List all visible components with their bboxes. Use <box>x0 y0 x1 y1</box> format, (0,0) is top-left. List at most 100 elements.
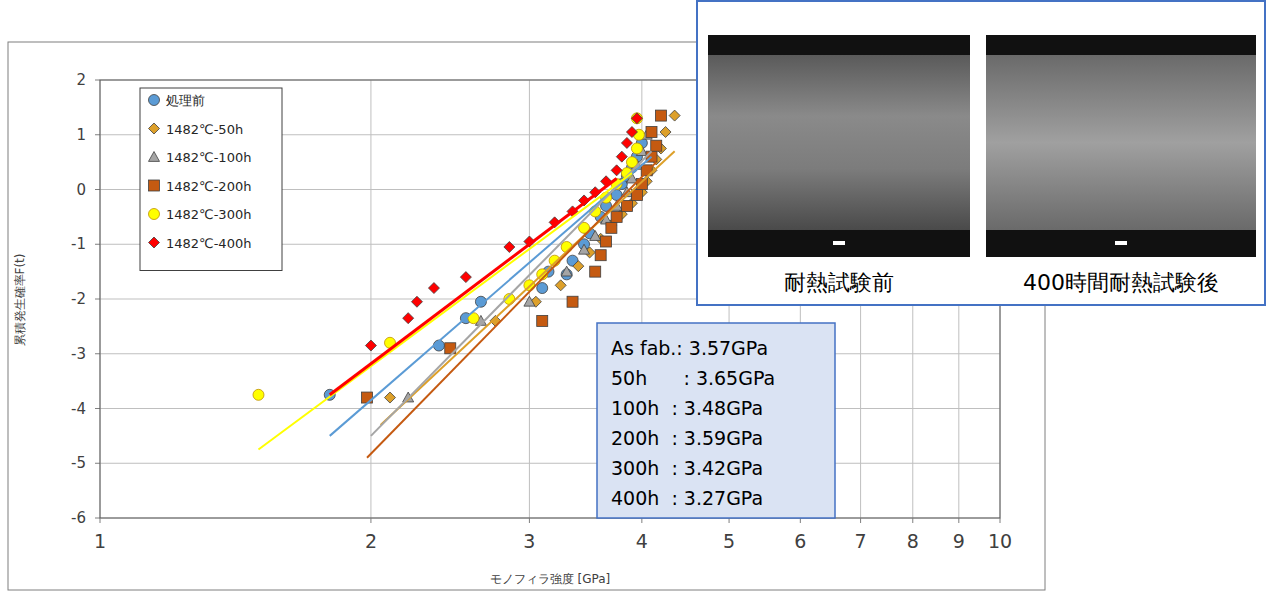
x-tick <box>958 518 959 523</box>
x-tick-label: 6 <box>794 530 806 552</box>
x-tick-label: 7 <box>855 530 867 552</box>
point <box>428 283 439 294</box>
x-tick <box>860 518 861 523</box>
point <box>631 113 642 124</box>
point <box>460 272 471 283</box>
series <box>365 113 642 351</box>
x-tick-label: 5 <box>723 530 735 552</box>
inset: 耐熱試験前 400時間耐熱試験後 <box>697 1 1265 305</box>
x-axis-title: モノフィラ強度 [GPa] <box>490 572 611 586</box>
legend-label: 1482℃-50h <box>166 122 243 137</box>
point <box>567 296 578 307</box>
point <box>537 283 548 294</box>
y-tick <box>95 463 100 464</box>
legend-marker <box>149 237 160 248</box>
point <box>611 211 622 222</box>
y-grid-line <box>100 463 1000 464</box>
y-tick-label: 2 <box>76 71 86 89</box>
y-tick <box>95 408 100 409</box>
y-axis-title: 累積発生確率F(t) <box>13 254 27 347</box>
sem-fiber <box>708 55 970 230</box>
y-tick-label: -5 <box>71 454 86 472</box>
legend-marker <box>149 123 160 134</box>
annotation-text: 100h : 3.48GPa <box>611 397 763 419</box>
y-tick <box>95 80 100 81</box>
point <box>655 110 666 121</box>
x-tick-label: 4 <box>636 530 648 552</box>
point <box>537 315 548 326</box>
point <box>595 250 606 261</box>
point <box>411 296 422 307</box>
annotation-text: 50h : 3.65GPa <box>611 367 775 389</box>
x-tick <box>1000 518 1001 523</box>
y-tick <box>95 134 100 135</box>
y-tick <box>95 299 100 300</box>
y-tick-label: -2 <box>71 290 86 308</box>
x-tick-label: 2 <box>365 530 377 552</box>
sem-scale-bar <box>833 241 845 245</box>
x-tick <box>912 518 913 523</box>
legend-label: 1482℃-200h <box>166 179 251 194</box>
x-tick <box>370 518 371 523</box>
y-tick-label: -4 <box>71 400 86 418</box>
x-tick-label: 3 <box>523 530 535 552</box>
point <box>606 222 617 233</box>
x-tick <box>100 518 101 523</box>
image-caption: 400時間耐熱試験後 <box>1023 270 1219 295</box>
annotation-text: 300h : 3.42GPa <box>611 457 763 479</box>
image-caption: 耐熱試験前 <box>784 270 894 295</box>
point <box>631 143 642 154</box>
fit-line <box>330 179 617 395</box>
inset-frame <box>697 1 1265 305</box>
y-tick <box>95 518 100 519</box>
y-tick-label: -1 <box>71 235 86 253</box>
point <box>561 266 572 276</box>
point <box>403 313 414 324</box>
point <box>579 244 590 254</box>
y-tick-label: -3 <box>71 345 86 363</box>
x-tick-label: 1 <box>94 530 106 552</box>
annotation-text: As fab.: 3.57GPa <box>611 337 768 359</box>
chart: 12345678910-6-5-4-3-2-1012モノフィラ強度 [GPa]累… <box>0 0 1267 595</box>
annotation-bg <box>597 323 835 518</box>
legend-label: 1482℃-400h <box>166 236 251 251</box>
y-tick-label: 0 <box>76 181 86 199</box>
legend: 処理前1482℃-50h1482℃-100h1482℃-200h1482℃-30… <box>140 88 282 271</box>
legend-box <box>140 88 282 271</box>
point <box>555 280 566 291</box>
sem-fiber <box>986 55 1256 230</box>
point <box>365 340 376 351</box>
point <box>384 392 395 403</box>
legend-label: 1482℃-300h <box>166 207 251 222</box>
annotation-text: 200h : 3.59GPa <box>611 427 763 449</box>
fit-line <box>258 173 631 449</box>
x-tick <box>529 518 530 523</box>
point <box>504 241 515 252</box>
legend-marker <box>149 95 160 106</box>
y-tick <box>95 244 100 245</box>
point <box>611 165 622 176</box>
point <box>660 127 671 138</box>
chart-frame <box>8 42 1045 590</box>
point <box>601 236 612 247</box>
legend-marker <box>149 152 160 162</box>
y-grid-line <box>100 353 1000 354</box>
point <box>631 113 642 124</box>
legend-marker <box>149 180 160 191</box>
annotation-box: As fab.: 3.57GPa 50h : 3.65GPa 100h : 3.48… <box>597 323 835 518</box>
sem-image <box>708 35 970 257</box>
x-tick-label: 9 <box>953 530 965 552</box>
y-tick-label: 1 <box>76 126 86 144</box>
annotation-text: 400h : 3.27GPa <box>611 487 763 509</box>
legend-label: 1482℃-100h <box>166 150 251 165</box>
point <box>646 127 657 138</box>
sem-scale-bar <box>1115 241 1127 245</box>
y-tick-label: -6 <box>71 509 86 527</box>
sem-image <box>986 35 1256 257</box>
x-tick-label: 8 <box>907 530 919 552</box>
point <box>621 137 632 148</box>
point <box>590 231 601 241</box>
point <box>626 127 637 138</box>
y-tick <box>95 189 100 190</box>
point <box>253 389 264 400</box>
